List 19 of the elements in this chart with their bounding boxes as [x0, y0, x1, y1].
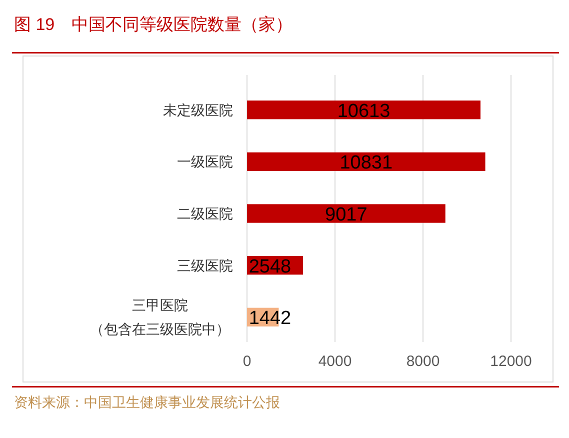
data-label: 1442	[248, 308, 292, 330]
x-tick-label: 8000	[406, 353, 440, 370]
data-label: 9017	[325, 204, 368, 226]
bar	[247, 204, 446, 223]
data-label: 10613	[337, 100, 390, 122]
data-label: 2548	[248, 256, 292, 278]
y-tick-label: 未定级医院	[163, 102, 233, 118]
chart-title: 图 19 中国不同等级医院数量（家）	[14, 15, 293, 34]
text: 资料来源：中国卫生健康事业发展统计公报	[14, 394, 280, 410]
x-tick-label: 4000	[318, 353, 352, 370]
y-tick-label: 三甲医院（包含在三级医院中）	[90, 297, 230, 338]
y-tick-label: 二级医院	[177, 206, 233, 222]
bar	[247, 100, 480, 120]
bar	[247, 152, 486, 172]
y-tick-label: 三级医院	[177, 257, 233, 274]
x-tick-label: 0	[242, 353, 252, 370]
data-label: 10831	[340, 152, 393, 174]
x-tick-label: 12000	[490, 353, 532, 370]
y-tick-label: 一级医院	[177, 154, 233, 170]
